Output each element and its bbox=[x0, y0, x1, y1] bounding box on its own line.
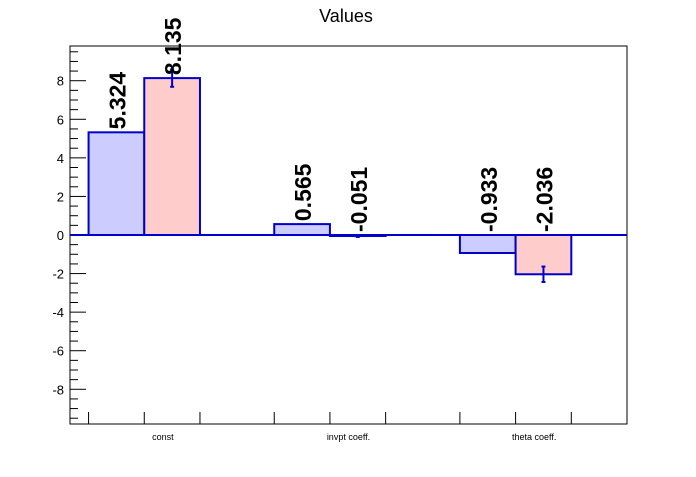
bar bbox=[87, 131, 146, 236]
y-tick-label: -2 bbox=[52, 267, 64, 282]
x-category-label: const bbox=[152, 432, 174, 442]
bar bbox=[143, 77, 201, 236]
data-label: 5.324 bbox=[104, 72, 130, 130]
data-label: 0.565 bbox=[290, 163, 316, 221]
x-category-label: invpt coeff. bbox=[327, 432, 370, 442]
x-category-label: theta coeff. bbox=[512, 432, 556, 442]
y-tick-label: 4 bbox=[57, 151, 64, 166]
chart-title: Values bbox=[319, 6, 373, 26]
y-tick-label: -8 bbox=[52, 382, 64, 397]
plot-area: -8 -6 -4 -2 0 2 4 6 8 const invpt coeff. theta coef… bbox=[52, 17, 628, 442]
y-tick-label: -6 bbox=[52, 344, 64, 359]
data-label: 8.135 bbox=[160, 17, 186, 75]
data-label: -0.933 bbox=[476, 167, 502, 232]
bar bbox=[458, 234, 517, 254]
y-tick-label: 0 bbox=[57, 228, 64, 243]
y-tick-label: 2 bbox=[57, 189, 64, 204]
y-tick-label: 8 bbox=[57, 74, 64, 89]
bar bbox=[273, 223, 331, 237]
data-label: -2.036 bbox=[531, 167, 557, 232]
data-label: -0.051 bbox=[346, 167, 372, 232]
y-tick-label: -4 bbox=[52, 305, 64, 320]
y-tick-label: 6 bbox=[57, 112, 64, 127]
